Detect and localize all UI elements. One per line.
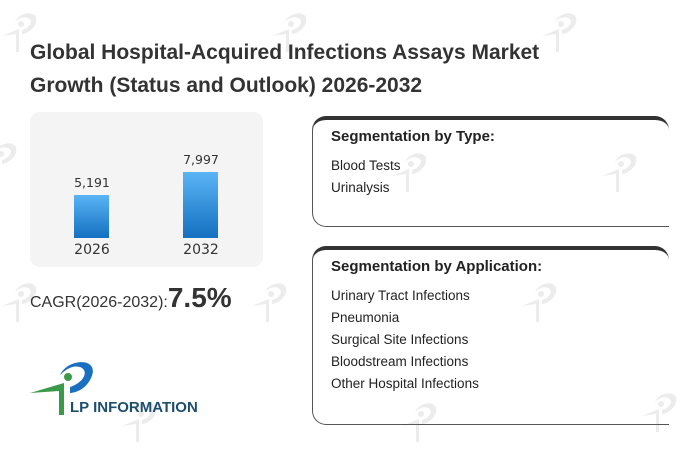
application-item: Bloodstream Infections bbox=[331, 354, 469, 369]
type-item: Urinalysis bbox=[331, 180, 390, 195]
type-item: Blood Tests bbox=[331, 158, 401, 173]
page-title: Global Hospital-Acquired Infections Assa… bbox=[30, 41, 540, 97]
segmentation-application-card: Segmentation by Application: Urinary Tra… bbox=[312, 246, 669, 425]
bar-chart: 5,191 2026 7,997 2032 bbox=[30, 112, 263, 267]
type-card-title: Segmentation by Type: bbox=[331, 128, 495, 145]
category-label: 2032 bbox=[183, 242, 219, 258]
bar-value-label: 7,997 bbox=[183, 152, 219, 167]
segmentation-type-card: Segmentation by Type: Blood Tests Urinal… bbox=[312, 116, 669, 227]
bar-2026 bbox=[74, 195, 109, 238]
cagr-value: 7.5% bbox=[167, 282, 232, 313]
lp-information-logo: LP INFORMATION bbox=[28, 355, 198, 425]
application-card-title: Segmentation by Application: bbox=[331, 258, 543, 275]
bar-2032 bbox=[183, 172, 218, 238]
watermark-icon bbox=[0, 143, 17, 164]
watermark-icon bbox=[252, 283, 287, 322]
application-item: Urinary Tract Infections bbox=[331, 288, 470, 303]
logo-mark-icon: LP INFORMATION bbox=[30, 362, 198, 416]
cagr-label: CAGR(2026-2032): bbox=[30, 294, 168, 311]
category-label: 2026 bbox=[74, 242, 110, 258]
cagr: CAGR(2026-2032):7.5% bbox=[30, 282, 232, 314]
application-item: Surgical Site Infections bbox=[331, 332, 469, 347]
application-item: Pneumonia bbox=[331, 310, 400, 325]
bar-value-label: 5,191 bbox=[74, 175, 110, 191]
application-item: Other Hospital Infections bbox=[331, 376, 479, 391]
logo-text: LP INFORMATION bbox=[70, 399, 198, 416]
